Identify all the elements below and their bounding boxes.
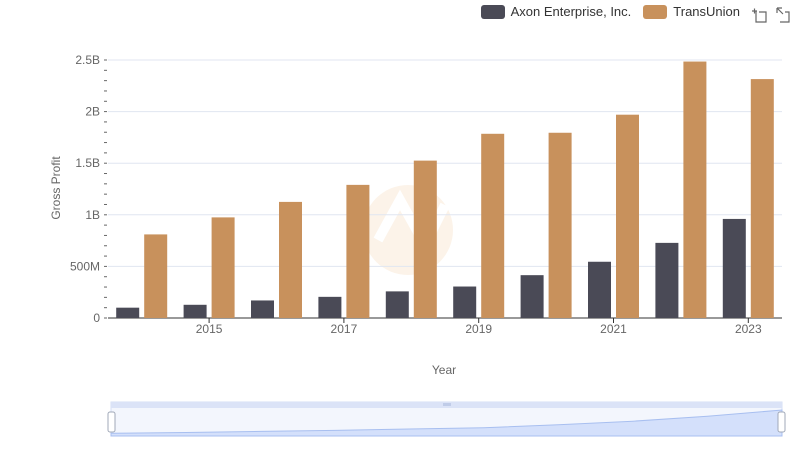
restore-icon[interactable] <box>774 6 792 24</box>
bar-transunion-2021[interactable] <box>616 114 639 318</box>
y-tick-label: 500M <box>70 259 100 273</box>
x-axis: 2015 2017 2019 2021 2023 <box>196 318 762 336</box>
bar-axon-2021[interactable] <box>588 261 611 318</box>
legend-label-axon: Axon Enterprise, Inc. <box>510 4 632 19</box>
bar-axon-2022[interactable] <box>655 242 679 318</box>
bar-transunion-2016[interactable] <box>279 201 302 318</box>
y-tick-label: 1B <box>85 208 100 222</box>
slider-handle-right[interactable] <box>777 411 786 433</box>
legend-item-axon[interactable]: Axon Enterprise, Inc. <box>480 4 632 19</box>
legend-label-transunion: TransUnion <box>673 4 740 19</box>
x-tick-label: 2021 <box>600 322 627 336</box>
legend-item-transunion[interactable]: TransUnion <box>643 4 740 19</box>
bar-axon-2018[interactable] <box>385 291 409 318</box>
x-tick-label: 2019 <box>465 322 492 336</box>
y-tick-label: 2B <box>85 105 100 119</box>
bar-axon-2015[interactable] <box>183 304 207 318</box>
bar-transunion-2022[interactable] <box>683 61 707 318</box>
legend: Axon Enterprise, Inc. TransUnion <box>469 4 740 19</box>
x-tick-label: 2015 <box>196 322 223 336</box>
bar-transunion-2018[interactable] <box>413 160 437 318</box>
zoom-icon[interactable] <box>750 6 768 24</box>
bar-transunion-2023[interactable] <box>750 79 774 318</box>
legend-swatch-axon <box>480 4 505 19</box>
x-tick-label: 2017 <box>331 322 358 336</box>
bar-transunion-2014[interactable] <box>144 234 168 318</box>
bar-axon-2014[interactable] <box>116 307 140 318</box>
bar-transunion-2015[interactable] <box>211 217 235 318</box>
toolbox <box>744 6 792 24</box>
bars <box>116 61 774 318</box>
x-tick-label: 2023 <box>735 322 762 336</box>
y-tick-label: 1.5B <box>75 156 100 170</box>
data-zoom-slider[interactable] <box>107 401 786 437</box>
legend-swatch-transunion <box>643 4 668 19</box>
bar-transunion-2019[interactable] <box>481 133 505 318</box>
bar-transunion-2017[interactable] <box>346 184 370 318</box>
y-tick-label: 2.5B <box>75 53 100 67</box>
bar-axon-2016[interactable] <box>251 300 274 318</box>
grid-lines <box>108 59 782 319</box>
slider-preview-area <box>110 409 783 437</box>
y-axis: 0 500M 1B 1.5B 2B 2.5B <box>70 53 107 325</box>
bar-axon-2019[interactable] <box>453 286 477 318</box>
bar-axon-2020[interactable] <box>520 275 544 318</box>
bar-axon-2017[interactable] <box>318 296 342 318</box>
x-axis-title: Year <box>432 363 456 377</box>
y-axis-title: Gross Profit <box>49 156 63 220</box>
watermark-logo <box>363 185 453 275</box>
y-tick-label: 0 <box>93 311 100 325</box>
bar-axon-2023[interactable] <box>722 218 746 318</box>
bar-transunion-2020[interactable] <box>548 132 572 318</box>
slider-handle-left[interactable] <box>107 411 116 433</box>
slider-grip[interactable] <box>443 403 451 406</box>
